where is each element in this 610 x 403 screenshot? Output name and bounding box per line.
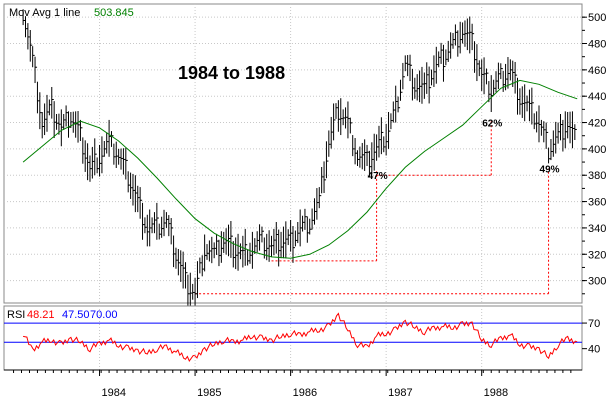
retracement-label: 62% — [482, 119, 502, 130]
rsi-panel-frame — [3, 305, 583, 371]
rsi-tick-label: 40 — [588, 344, 600, 356]
y-tick-label: 320 — [588, 249, 606, 261]
rsi-axis: 40 70 — [582, 318, 600, 356]
y-tick-label: 300 — [588, 276, 606, 288]
y-tick-label: 480 — [588, 39, 606, 51]
x-tick-label: 1984 — [102, 387, 126, 399]
x-tick-label: 1986 — [293, 387, 317, 399]
rsi-legend-value-1: 48.21 — [27, 309, 55, 321]
price-axis: 300 320 340 360 380 400 420 440 460 480 500 — [582, 12, 606, 295]
y-tick-label: 380 — [588, 170, 606, 182]
y-tick-label: 340 — [588, 223, 606, 235]
rsi-legend-label: RSI — [7, 309, 25, 321]
y-tick-label: 420 — [588, 118, 606, 130]
x-tick-label: 1987 — [388, 387, 412, 399]
retracement-label: 47% — [368, 171, 388, 182]
retracement-guides — [195, 119, 550, 295]
chart-title: 1984 to 1988 — [178, 63, 285, 83]
rsi-legend-value-2: 47.50 — [62, 309, 90, 321]
retracement-labels: 47% 62% 49% — [368, 119, 560, 183]
x-tick-label: 1985 — [197, 387, 221, 399]
x-axis: 1984 1985 1986 1987 1988 — [4, 369, 582, 399]
x-tick-label: 1988 — [484, 387, 508, 399]
rsi-line — [23, 312, 578, 363]
retracement-label: 49% — [540, 165, 560, 176]
legend-value: 503.845 — [94, 7, 134, 19]
y-tick-label: 440 — [588, 91, 606, 103]
y-tick-label: 360 — [588, 197, 606, 209]
y-tick-label: 500 — [588, 12, 606, 24]
legend-label: Mov Avg 1 line — [9, 7, 80, 19]
rsi-legend-value-3: 70.00 — [90, 309, 118, 321]
rsi-tick-label: 70 — [588, 318, 600, 330]
y-tick-label: 460 — [588, 65, 606, 77]
moving-average-line — [22, 79, 578, 259]
price-bar-series — [22, 9, 577, 310]
y-tick-label: 400 — [588, 144, 606, 156]
